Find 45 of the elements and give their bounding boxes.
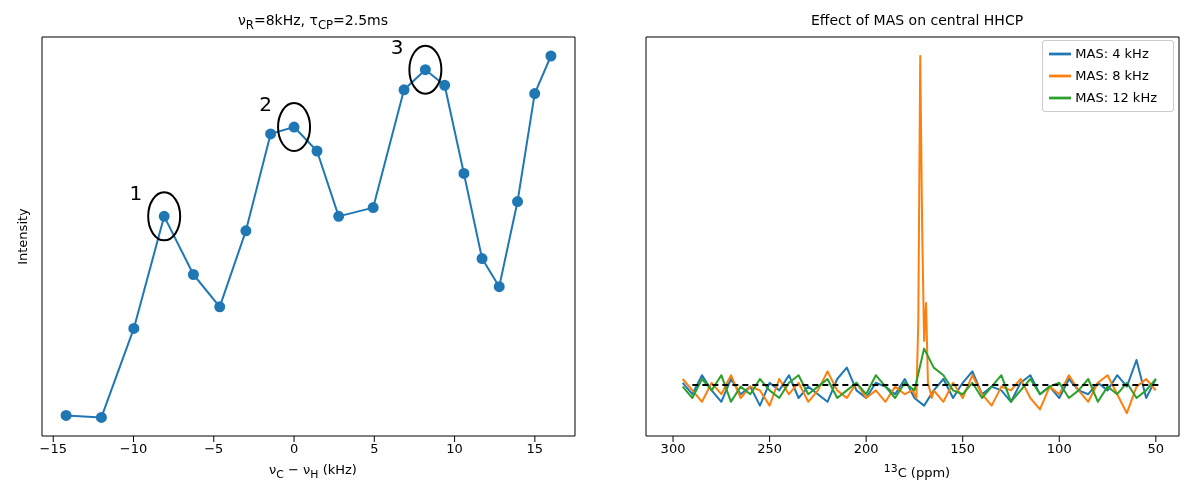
x-tick-label: 250: [757, 441, 783, 457]
point: [60, 409, 72, 421]
x-tick-label: −15: [39, 441, 67, 457]
y-axis-title: Intensity: [14, 207, 30, 265]
annotation: 2: [259, 92, 273, 117]
x-tick-label: 15: [526, 441, 544, 457]
point: [288, 121, 300, 133]
x-tick-label: −10: [119, 441, 148, 457]
x-tick-label: 100: [1046, 441, 1072, 457]
chart-title: Effect of MAS on central HHCP: [809, 11, 1025, 30]
x-tick-label: 300: [660, 441, 686, 457]
point: [367, 202, 379, 214]
legend-label: MAS: 8 kHz: [1075, 67, 1149, 83]
x-axis-title: ν$_{C}$ − ν$_{H}$ (kHz): [268, 462, 358, 481]
annotation: 1: [129, 181, 143, 206]
point: [493, 281, 505, 293]
point: [419, 64, 431, 76]
x-tick-label: 200: [853, 441, 879, 457]
point: [187, 269, 199, 280]
x-tick-label: 150: [950, 441, 976, 457]
legend-label: MAS: 12 kHz: [1075, 89, 1157, 105]
point: [240, 225, 252, 237]
chart-title: ν$_{R}$=8kHz, τ$_{CP}$=2.5ms: [237, 11, 389, 32]
point: [458, 167, 470, 179]
point: [333, 210, 345, 222]
x-axis-title: $^{13}$C (ppm): [882, 462, 952, 481]
point: [158, 210, 170, 222]
legend-label: MAS: 4 kHz: [1075, 45, 1149, 61]
point: [265, 128, 277, 140]
point: [439, 79, 451, 91]
point: [476, 253, 488, 265]
point: [545, 50, 557, 62]
point: [128, 322, 140, 334]
point: [529, 88, 541, 100]
point: [398, 84, 410, 96]
point: [311, 145, 323, 157]
point: [214, 301, 226, 313]
x-tick-label: 10: [446, 441, 463, 457]
x-tick-label: 50: [1147, 441, 1165, 457]
point: [512, 196, 524, 208]
annotation: 3: [390, 34, 404, 59]
x-tick-label: 5: [370, 441, 379, 457]
x-tick-label: −5: [204, 441, 224, 457]
point: [95, 411, 107, 423]
x-tick-label: 0: [289, 441, 299, 457]
